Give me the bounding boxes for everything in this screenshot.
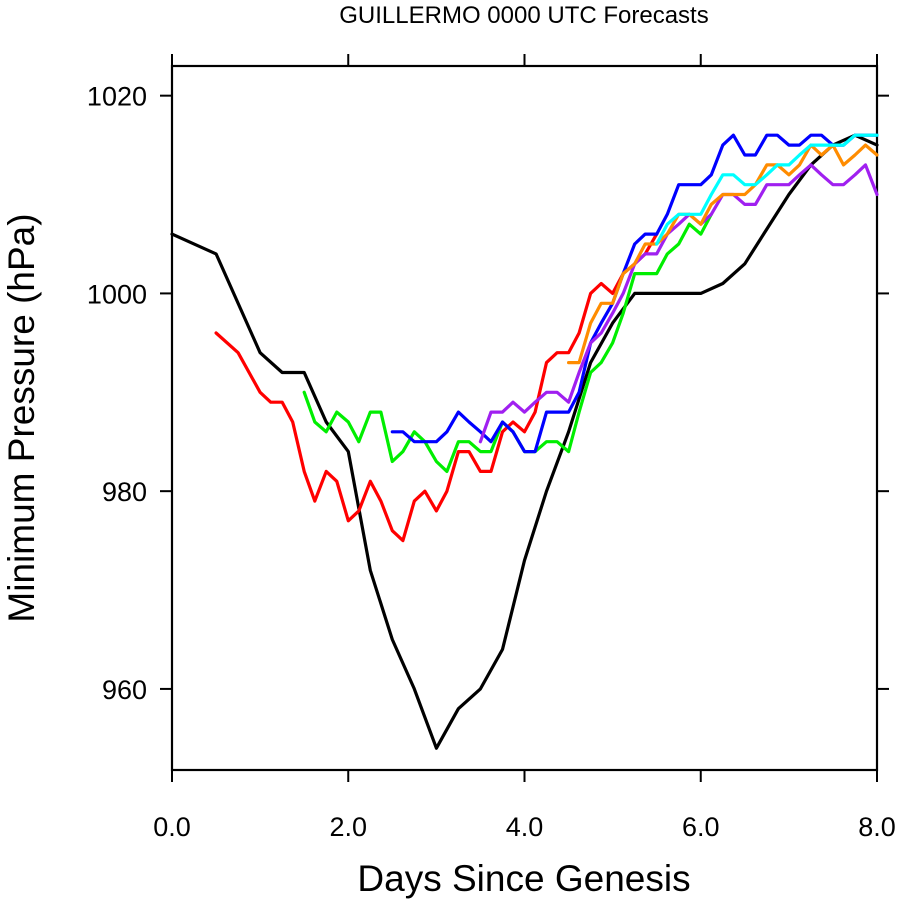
x-tick-labels: 0.0 2.0 4.0 6.0 8.0 [153,812,896,842]
series-line-7 [655,133,879,246]
x-tick-label: 8.0 [858,812,896,842]
y-tick-labels: 960 980 1000 1020 [87,82,147,705]
x-tick-label: 6.0 [682,812,720,842]
series-line-5 [478,163,879,444]
series-line-2 [214,232,659,543]
x-axis-title: Days Since Genesis [357,858,690,899]
series-line-4 [390,133,879,454]
y-tick-label: 1020 [87,82,147,112]
y-axis-title: Minimum Pressure (hPa) [1,213,42,622]
y-tick-label: 1000 [87,279,147,309]
series-line-1 [170,133,879,750]
series-line-6 [566,143,879,365]
series-lines [170,133,879,750]
axis-ticks [160,54,889,782]
x-tick-label: 4.0 [506,812,544,842]
x-tick-label: 2.0 [329,812,367,842]
chart-title: GUILLERMO 0000 UTC Forecasts [339,2,708,29]
y-tick-label: 980 [102,477,147,507]
x-tick-label: 0.0 [153,812,191,842]
y-tick-label: 960 [102,675,147,705]
